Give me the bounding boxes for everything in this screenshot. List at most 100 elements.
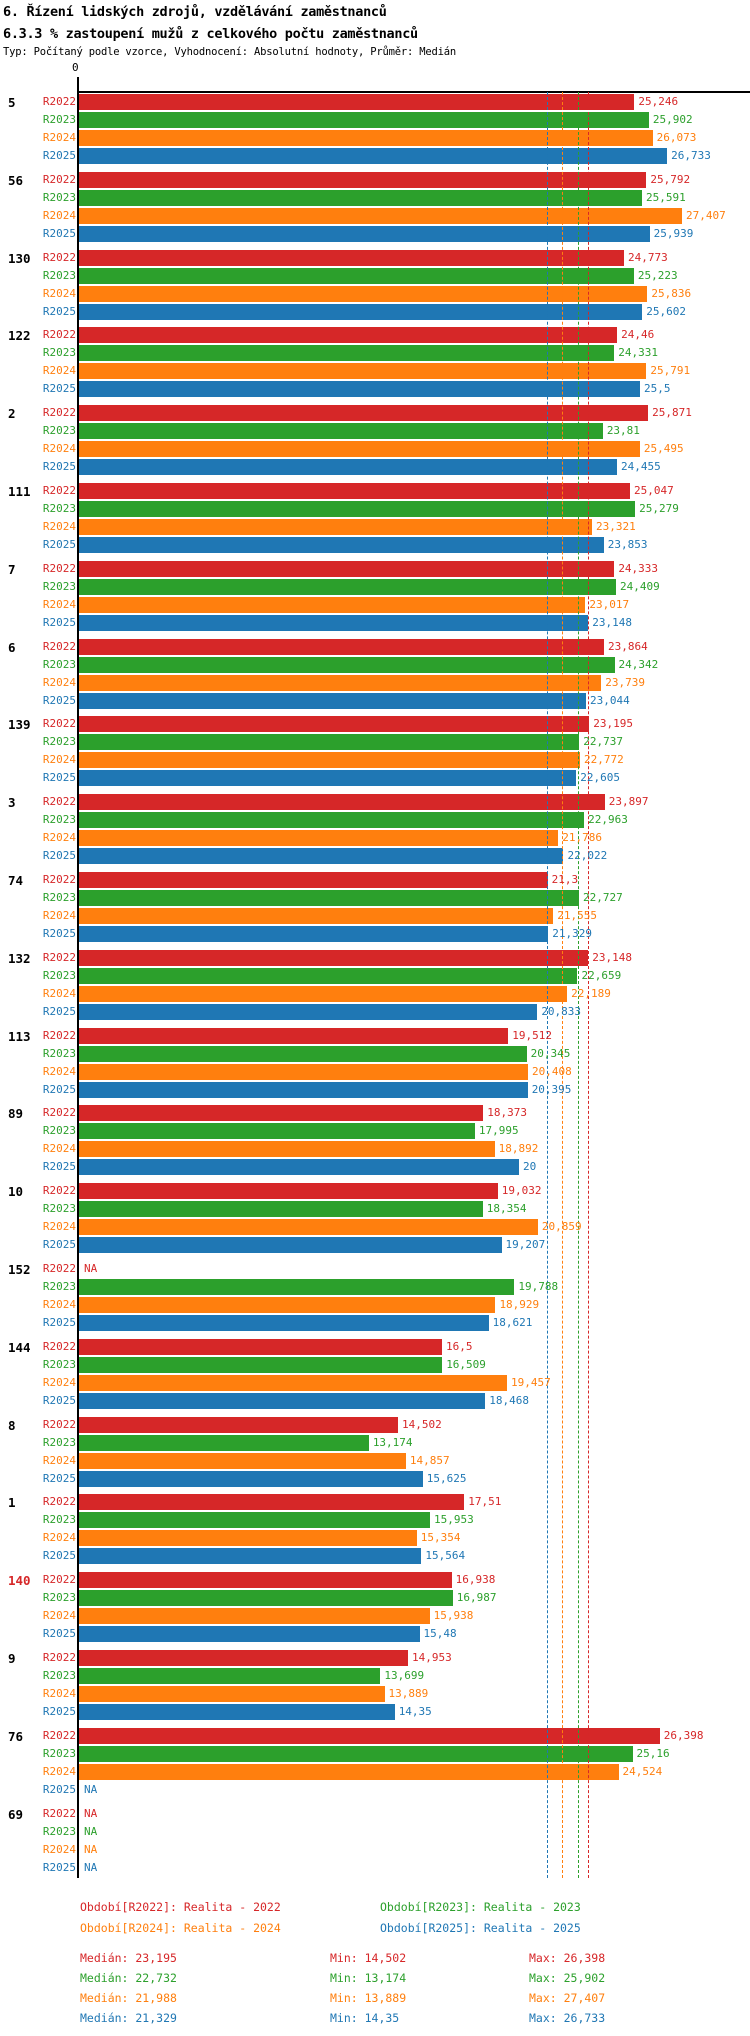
year-label: R2023: [42, 735, 76, 749]
bar: [79, 1626, 420, 1643]
value-label: 25,047: [634, 484, 674, 497]
group-label: 7: [8, 561, 16, 577]
stat-max: Max: 26,398: [529, 1951, 606, 1965]
value-label: 21,786: [562, 831, 603, 845]
year-label: R2024: [42, 1375, 76, 1389]
year-label: R2024: [42, 753, 76, 767]
value-label: 23,017: [589, 597, 630, 611]
value-label: 15,953: [433, 1513, 474, 1527]
bar: [79, 1183, 498, 1200]
bar: [79, 967, 578, 984]
value-label: 18,373: [487, 1106, 527, 1120]
bar: [79, 1297, 496, 1313]
value-label: 20,408: [531, 1064, 572, 1078]
bar: [79, 501, 636, 517]
bar: [79, 692, 586, 709]
year-label: R2025: [42, 615, 76, 629]
bar: [79, 130, 653, 146]
value-label: 15,354: [420, 1531, 461, 1545]
bar: [79, 638, 604, 655]
stat-min: Min: 13,889: [330, 1991, 407, 2005]
bar: [79, 225, 650, 242]
bar: [79, 1745, 633, 1762]
group-label: 89: [8, 1106, 24, 1122]
year-label: R2023: [42, 346, 76, 360]
value-label: 27,407: [685, 208, 726, 222]
year-label: R2024: [42, 208, 76, 222]
year-label: R2025: [42, 1082, 76, 1096]
chart-subtitle: 6.3.3 % zastoupení mužů z celkového počt…: [3, 26, 418, 42]
value-label: 14,857: [409, 1453, 450, 1467]
bar: [79, 560, 615, 577]
value-label: 21,555: [557, 909, 597, 922]
legend-item: Období[R2025]: Realita - 2025: [380, 1921, 581, 1935]
value-label: 22,772: [583, 753, 624, 767]
year-label: R2024: [42, 1609, 76, 1623]
year-label: R2024: [42, 675, 76, 689]
bar: [79, 1512, 430, 1529]
na-label: NA: [84, 1824, 98, 1838]
na-label: NA: [84, 1842, 98, 1856]
year-label: R2024: [42, 442, 76, 456]
year-label: R2022: [42, 873, 76, 886]
group-label: 144: [8, 1339, 31, 1355]
year-label: R2024: [42, 1687, 76, 1700]
year-label: R2022: [42, 1651, 76, 1664]
value-label: 13,889: [388, 1687, 429, 1700]
year-label: R2025: [42, 1316, 76, 1329]
bar: [79, 1105, 484, 1122]
bar: [79, 483, 631, 499]
value-label: 25,591: [646, 190, 686, 204]
year-label: R2022: [42, 1106, 76, 1120]
bar: [79, 112, 649, 128]
value-label: 23,739: [605, 675, 645, 689]
value-label: 26,398: [663, 1728, 704, 1742]
bar: [79, 848, 564, 865]
year-label: R2023: [42, 579, 76, 593]
year-label: R2023: [42, 1280, 76, 1293]
year-label: R2024: [42, 1764, 76, 1778]
bar: [79, 1338, 442, 1355]
value-label: 13,174: [372, 1435, 413, 1449]
value-label: 24,409: [619, 579, 660, 593]
year-label: R2023: [42, 1357, 76, 1371]
stat-max: Max: 26,733: [529, 2011, 606, 2025]
bar: [79, 405, 649, 422]
year-label: R2022: [42, 250, 76, 264]
year-label: R2025: [42, 226, 76, 240]
value-label: 25,792: [650, 172, 691, 186]
year-label: R2024: [42, 1142, 76, 1156]
chart-meta: Typ: Počítaný podle vzorce, Vyhodnocení:…: [3, 46, 456, 58]
bar: [79, 1668, 381, 1684]
year-label: R2024: [42, 909, 76, 922]
value-label: 15,48: [423, 1627, 457, 1641]
value-label: 19,512: [512, 1028, 552, 1042]
value-label: 18,892: [498, 1142, 539, 1156]
bar: [79, 1219, 538, 1236]
bar: [79, 363, 647, 380]
year-label: R2025: [42, 1627, 76, 1641]
bar: [79, 812, 585, 829]
value-label: 24,524: [622, 1764, 663, 1778]
value-label: 25,602: [646, 304, 686, 318]
bar: [79, 674, 602, 691]
stat-min: Min: 14,502: [330, 1951, 407, 1965]
na-label: NA: [84, 1806, 98, 1820]
value-label: 25,495: [643, 442, 684, 456]
bar: [79, 1201, 483, 1218]
value-label: 18,621: [492, 1316, 533, 1329]
bar: [79, 872, 548, 888]
year-label: R2022: [42, 1417, 76, 1431]
bar: [79, 949, 589, 966]
value-label: 16,5: [446, 1339, 473, 1353]
na-label: NA: [84, 1262, 98, 1275]
year-label: R2025: [42, 1160, 76, 1174]
median-line: [578, 92, 580, 1878]
value-label: 25,791: [650, 364, 691, 378]
group-label: 6: [8, 639, 16, 655]
bar: [79, 734, 580, 751]
value-label: 18,468: [489, 1393, 530, 1407]
year-label: R2022: [42, 717, 76, 731]
group-label: 152: [8, 1262, 31, 1277]
bar: [79, 1123, 475, 1140]
